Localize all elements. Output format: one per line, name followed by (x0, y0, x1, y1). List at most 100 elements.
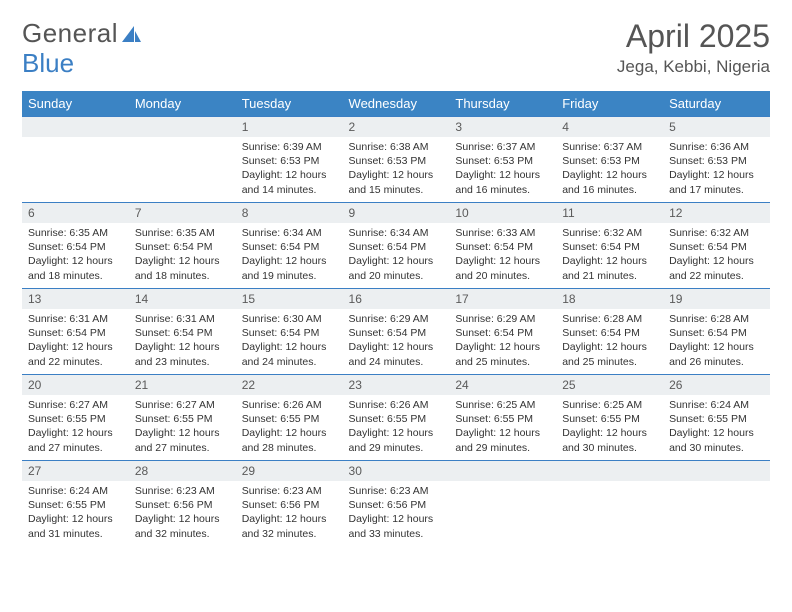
daylight-text: Daylight: 12 hours and 26 minutes. (669, 340, 764, 368)
sunset-text: Sunset: 6:55 PM (349, 412, 444, 426)
day-number: 19 (663, 289, 770, 309)
daylight-text: Daylight: 12 hours and 22 minutes. (28, 340, 123, 368)
day-details: Sunrise: 6:24 AMSunset: 6:55 PMDaylight:… (663, 395, 770, 459)
sunrise-text: Sunrise: 6:35 AM (135, 226, 230, 240)
daylight-text: Daylight: 12 hours and 25 minutes. (562, 340, 657, 368)
day-details: Sunrise: 6:23 AMSunset: 6:56 PMDaylight:… (236, 481, 343, 545)
day-number: 30 (343, 461, 450, 481)
calendar-cell (22, 117, 129, 203)
day-details: Sunrise: 6:28 AMSunset: 6:54 PMDaylight:… (556, 309, 663, 373)
calendar-table: Sunday Monday Tuesday Wednesday Thursday… (22, 91, 770, 547)
calendar-cell: 16Sunrise: 6:29 AMSunset: 6:54 PMDayligh… (343, 289, 450, 375)
day-number: 18 (556, 289, 663, 309)
calendar-cell: 28Sunrise: 6:23 AMSunset: 6:56 PMDayligh… (129, 461, 236, 547)
day-number: 9 (343, 203, 450, 223)
sunrise-text: Sunrise: 6:37 AM (562, 140, 657, 154)
sunrise-text: Sunrise: 6:26 AM (242, 398, 337, 412)
daylight-text: Daylight: 12 hours and 20 minutes. (349, 254, 444, 282)
sunset-text: Sunset: 6:55 PM (28, 498, 123, 512)
calendar-cell: 18Sunrise: 6:28 AMSunset: 6:54 PMDayligh… (556, 289, 663, 375)
daylight-text: Daylight: 12 hours and 18 minutes. (28, 254, 123, 282)
daylight-text: Daylight: 12 hours and 33 minutes. (349, 512, 444, 540)
sunrise-text: Sunrise: 6:28 AM (562, 312, 657, 326)
calendar-cell (449, 461, 556, 547)
day-number: 7 (129, 203, 236, 223)
sunset-text: Sunset: 6:54 PM (562, 240, 657, 254)
daylight-text: Daylight: 12 hours and 29 minutes. (349, 426, 444, 454)
sunrise-text: Sunrise: 6:39 AM (242, 140, 337, 154)
day-number: 15 (236, 289, 343, 309)
sunrise-text: Sunrise: 6:29 AM (455, 312, 550, 326)
day-details: Sunrise: 6:25 AMSunset: 6:55 PMDaylight:… (556, 395, 663, 459)
daylight-text: Daylight: 12 hours and 30 minutes. (562, 426, 657, 454)
sunset-text: Sunset: 6:56 PM (242, 498, 337, 512)
day-number: 3 (449, 117, 556, 137)
day-details: Sunrise: 6:32 AMSunset: 6:54 PMDaylight:… (556, 223, 663, 287)
calendar-cell: 26Sunrise: 6:24 AMSunset: 6:55 PMDayligh… (663, 375, 770, 461)
day-details: Sunrise: 6:24 AMSunset: 6:55 PMDaylight:… (22, 481, 129, 545)
day-number: 12 (663, 203, 770, 223)
calendar-cell (129, 117, 236, 203)
sunset-text: Sunset: 6:54 PM (349, 326, 444, 340)
day-details: Sunrise: 6:38 AMSunset: 6:53 PMDaylight:… (343, 137, 450, 201)
day-number-empty (556, 461, 663, 481)
location: Jega, Kebbi, Nigeria (617, 57, 770, 77)
calendar-cell: 10Sunrise: 6:33 AMSunset: 6:54 PMDayligh… (449, 203, 556, 289)
calendar-cell: 4Sunrise: 6:37 AMSunset: 6:53 PMDaylight… (556, 117, 663, 203)
calendar-cell: 23Sunrise: 6:26 AMSunset: 6:55 PMDayligh… (343, 375, 450, 461)
sunset-text: Sunset: 6:54 PM (455, 240, 550, 254)
day-number: 29 (236, 461, 343, 481)
calendar-cell: 30Sunrise: 6:23 AMSunset: 6:56 PMDayligh… (343, 461, 450, 547)
calendar-cell: 8Sunrise: 6:34 AMSunset: 6:54 PMDaylight… (236, 203, 343, 289)
sunset-text: Sunset: 6:54 PM (562, 326, 657, 340)
calendar-cell (556, 461, 663, 547)
daylight-text: Daylight: 12 hours and 21 minutes. (562, 254, 657, 282)
sunset-text: Sunset: 6:54 PM (135, 240, 230, 254)
sunrise-text: Sunrise: 6:34 AM (242, 226, 337, 240)
sunset-text: Sunset: 6:54 PM (28, 326, 123, 340)
day-number: 5 (663, 117, 770, 137)
calendar-cell: 22Sunrise: 6:26 AMSunset: 6:55 PMDayligh… (236, 375, 343, 461)
sunrise-text: Sunrise: 6:36 AM (669, 140, 764, 154)
day-number-empty (449, 461, 556, 481)
calendar-week-row: 27Sunrise: 6:24 AMSunset: 6:55 PMDayligh… (22, 461, 770, 547)
day-details: Sunrise: 6:36 AMSunset: 6:53 PMDaylight:… (663, 137, 770, 201)
calendar-cell: 6Sunrise: 6:35 AMSunset: 6:54 PMDaylight… (22, 203, 129, 289)
day-details: Sunrise: 6:32 AMSunset: 6:54 PMDaylight:… (663, 223, 770, 287)
sunset-text: Sunset: 6:54 PM (135, 326, 230, 340)
sunset-text: Sunset: 6:55 PM (242, 412, 337, 426)
sunset-text: Sunset: 6:55 PM (669, 412, 764, 426)
daylight-text: Daylight: 12 hours and 25 minutes. (455, 340, 550, 368)
day-number: 21 (129, 375, 236, 395)
header: General April 2025 Jega, Kebbi, Nigeria (22, 18, 770, 77)
sunset-text: Sunset: 6:54 PM (28, 240, 123, 254)
day-number: 23 (343, 375, 450, 395)
calendar-week-row: 13Sunrise: 6:31 AMSunset: 6:54 PMDayligh… (22, 289, 770, 375)
weekday-header: Wednesday (343, 91, 450, 117)
month-title: April 2025 (617, 18, 770, 55)
day-details: Sunrise: 6:37 AMSunset: 6:53 PMDaylight:… (449, 137, 556, 201)
sunset-text: Sunset: 6:56 PM (349, 498, 444, 512)
day-number: 1 (236, 117, 343, 137)
day-details: Sunrise: 6:37 AMSunset: 6:53 PMDaylight:… (556, 137, 663, 201)
day-number: 14 (129, 289, 236, 309)
sunset-text: Sunset: 6:55 PM (455, 412, 550, 426)
sunrise-text: Sunrise: 6:24 AM (28, 484, 123, 498)
sunrise-text: Sunrise: 6:32 AM (669, 226, 764, 240)
daylight-text: Daylight: 12 hours and 32 minutes. (135, 512, 230, 540)
title-block: April 2025 Jega, Kebbi, Nigeria (617, 18, 770, 77)
day-details: Sunrise: 6:29 AMSunset: 6:54 PMDaylight:… (449, 309, 556, 373)
day-number: 25 (556, 375, 663, 395)
daylight-text: Daylight: 12 hours and 20 minutes. (455, 254, 550, 282)
daylight-text: Daylight: 12 hours and 18 minutes. (135, 254, 230, 282)
sunset-text: Sunset: 6:56 PM (135, 498, 230, 512)
daylight-text: Daylight: 12 hours and 32 minutes. (242, 512, 337, 540)
daylight-text: Daylight: 12 hours and 27 minutes. (28, 426, 123, 454)
sunset-text: Sunset: 6:54 PM (242, 326, 337, 340)
sunrise-text: Sunrise: 6:25 AM (455, 398, 550, 412)
daylight-text: Daylight: 12 hours and 27 minutes. (135, 426, 230, 454)
weekday-header: Saturday (663, 91, 770, 117)
sunset-text: Sunset: 6:53 PM (669, 154, 764, 168)
calendar-cell: 20Sunrise: 6:27 AMSunset: 6:55 PMDayligh… (22, 375, 129, 461)
calendar-cell: 29Sunrise: 6:23 AMSunset: 6:56 PMDayligh… (236, 461, 343, 547)
